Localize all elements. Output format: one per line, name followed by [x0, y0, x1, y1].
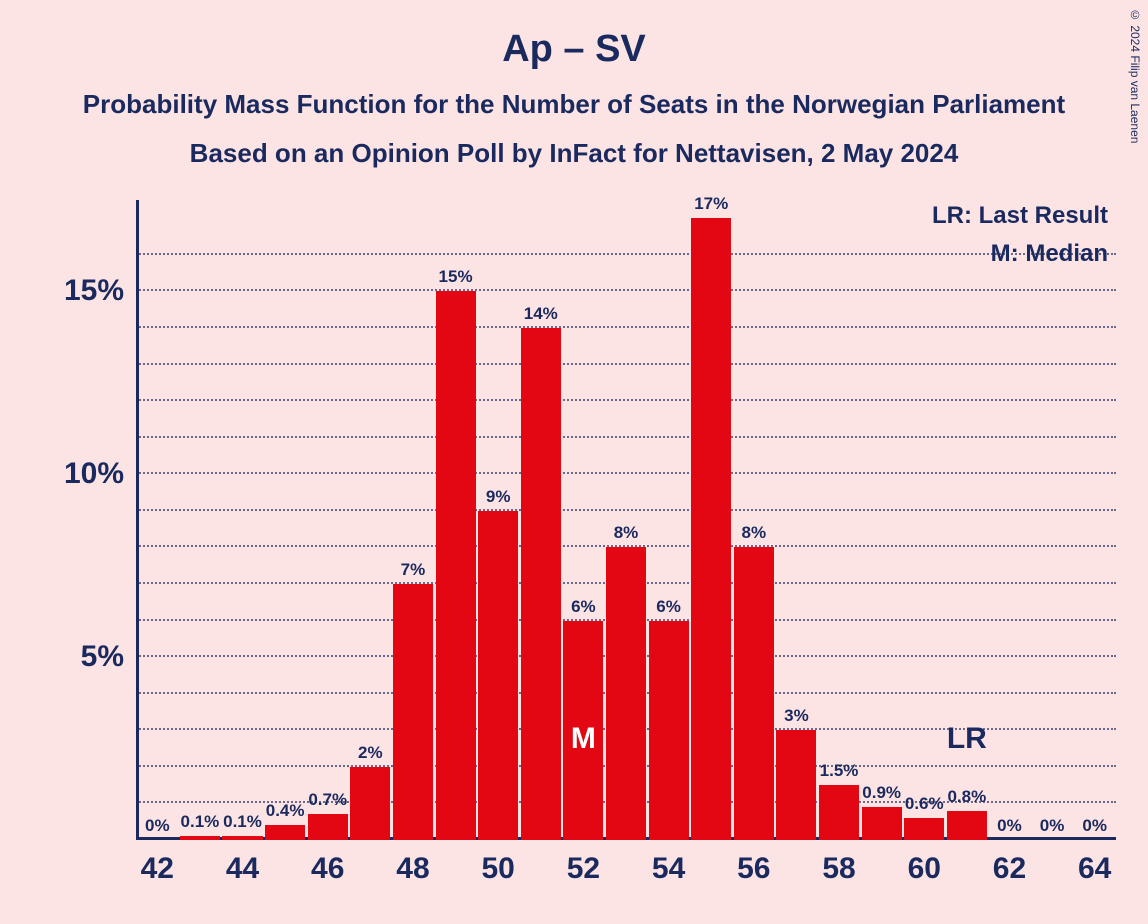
bar-value-label: 0.6% [905, 794, 944, 818]
bar-value-label: 0% [145, 816, 170, 840]
bar: 17% [691, 218, 731, 840]
bar: 15% [436, 291, 476, 840]
bar-value-label: 0.1% [223, 812, 262, 836]
gridline [136, 253, 1116, 255]
bar: 0.4% [265, 825, 305, 840]
bar-value-label: 0.7% [308, 790, 347, 814]
gridline [136, 472, 1116, 474]
bar-value-label: 2% [358, 743, 383, 767]
x-axis-tick-label: 54 [652, 840, 685, 886]
y-axis-tick-label: 15% [64, 274, 136, 308]
bar-value-label: 0% [997, 816, 1022, 840]
x-axis-tick-label: 52 [567, 840, 600, 886]
gridline [136, 289, 1116, 291]
x-axis-tick-label: 62 [993, 840, 1026, 886]
x-axis-tick-label: 60 [908, 840, 941, 886]
x-axis-tick-label: 64 [1078, 840, 1111, 886]
y-axis-line [136, 200, 139, 840]
bar-value-label: 6% [571, 597, 596, 621]
legend-last-result: LR: Last Result [932, 202, 1108, 230]
gridline [136, 363, 1116, 365]
bar-value-label: 14% [524, 304, 558, 328]
copyright-text: © 2024 Filip van Laenen [1128, 8, 1142, 143]
bar: 0.8% [947, 811, 987, 840]
y-axis-tick-label: 5% [81, 640, 136, 674]
bar: 1.5% [819, 785, 859, 840]
bar: 3% [776, 730, 816, 840]
bar: 8% [606, 547, 646, 840]
gridline [136, 399, 1116, 401]
y-axis-tick-label: 10% [64, 457, 136, 491]
x-axis-tick-label: 46 [311, 840, 344, 886]
median-marker: M [571, 722, 596, 756]
bar: 7% [393, 584, 433, 840]
bar: 0.7% [308, 814, 348, 840]
bar: 0.9% [862, 807, 902, 840]
bar-value-label: 15% [439, 267, 473, 291]
bar: 2% [350, 767, 390, 840]
chart-subtitle-1: Probability Mass Function for the Number… [0, 71, 1148, 120]
bar: 0.1% [222, 836, 262, 840]
bar-value-label: 3% [784, 706, 809, 730]
bar-value-label: 8% [614, 523, 639, 547]
x-axis-tick-label: 58 [822, 840, 855, 886]
bar-value-label: 8% [742, 523, 767, 547]
bar-value-label: 6% [656, 597, 681, 621]
bar-value-label: 0% [1040, 816, 1065, 840]
bar: 9% [478, 511, 518, 840]
gridline [136, 326, 1116, 328]
bar-value-label: 0.1% [181, 812, 220, 836]
bar: 8% [734, 547, 774, 840]
x-axis-tick-label: 56 [737, 840, 770, 886]
bar: 0.6% [904, 818, 944, 840]
bar-value-label: 9% [486, 487, 511, 511]
bar-value-label: 1.5% [820, 761, 859, 785]
bar-value-label: 17% [694, 194, 728, 218]
gridline [136, 436, 1116, 438]
gridline [136, 509, 1116, 511]
x-axis-tick-label: 42 [141, 840, 174, 886]
bar-value-label: 7% [401, 560, 426, 584]
x-axis-tick-label: 44 [226, 840, 259, 886]
chart-subtitle-2: Based on an Opinion Poll by InFact for N… [0, 120, 1148, 169]
x-axis-tick-label: 48 [396, 840, 429, 886]
last-result-marker: LR [947, 722, 987, 756]
bar: 6% [649, 621, 689, 840]
bar: 14% [521, 328, 561, 840]
bar-value-label: 0.9% [862, 783, 901, 807]
x-axis-tick-label: 50 [481, 840, 514, 886]
chart-plot-area: 5%10%15%4244464850525456586062640%0.1%0.… [136, 200, 1116, 840]
legend-median: M: Median [991, 240, 1108, 268]
bar-value-label: 0% [1082, 816, 1107, 840]
bar-value-label: 0.4% [266, 801, 305, 825]
bar: 0.1% [180, 836, 220, 840]
chart-title: Ap – SV [0, 0, 1148, 71]
bar-value-label: 0.8% [947, 787, 986, 811]
